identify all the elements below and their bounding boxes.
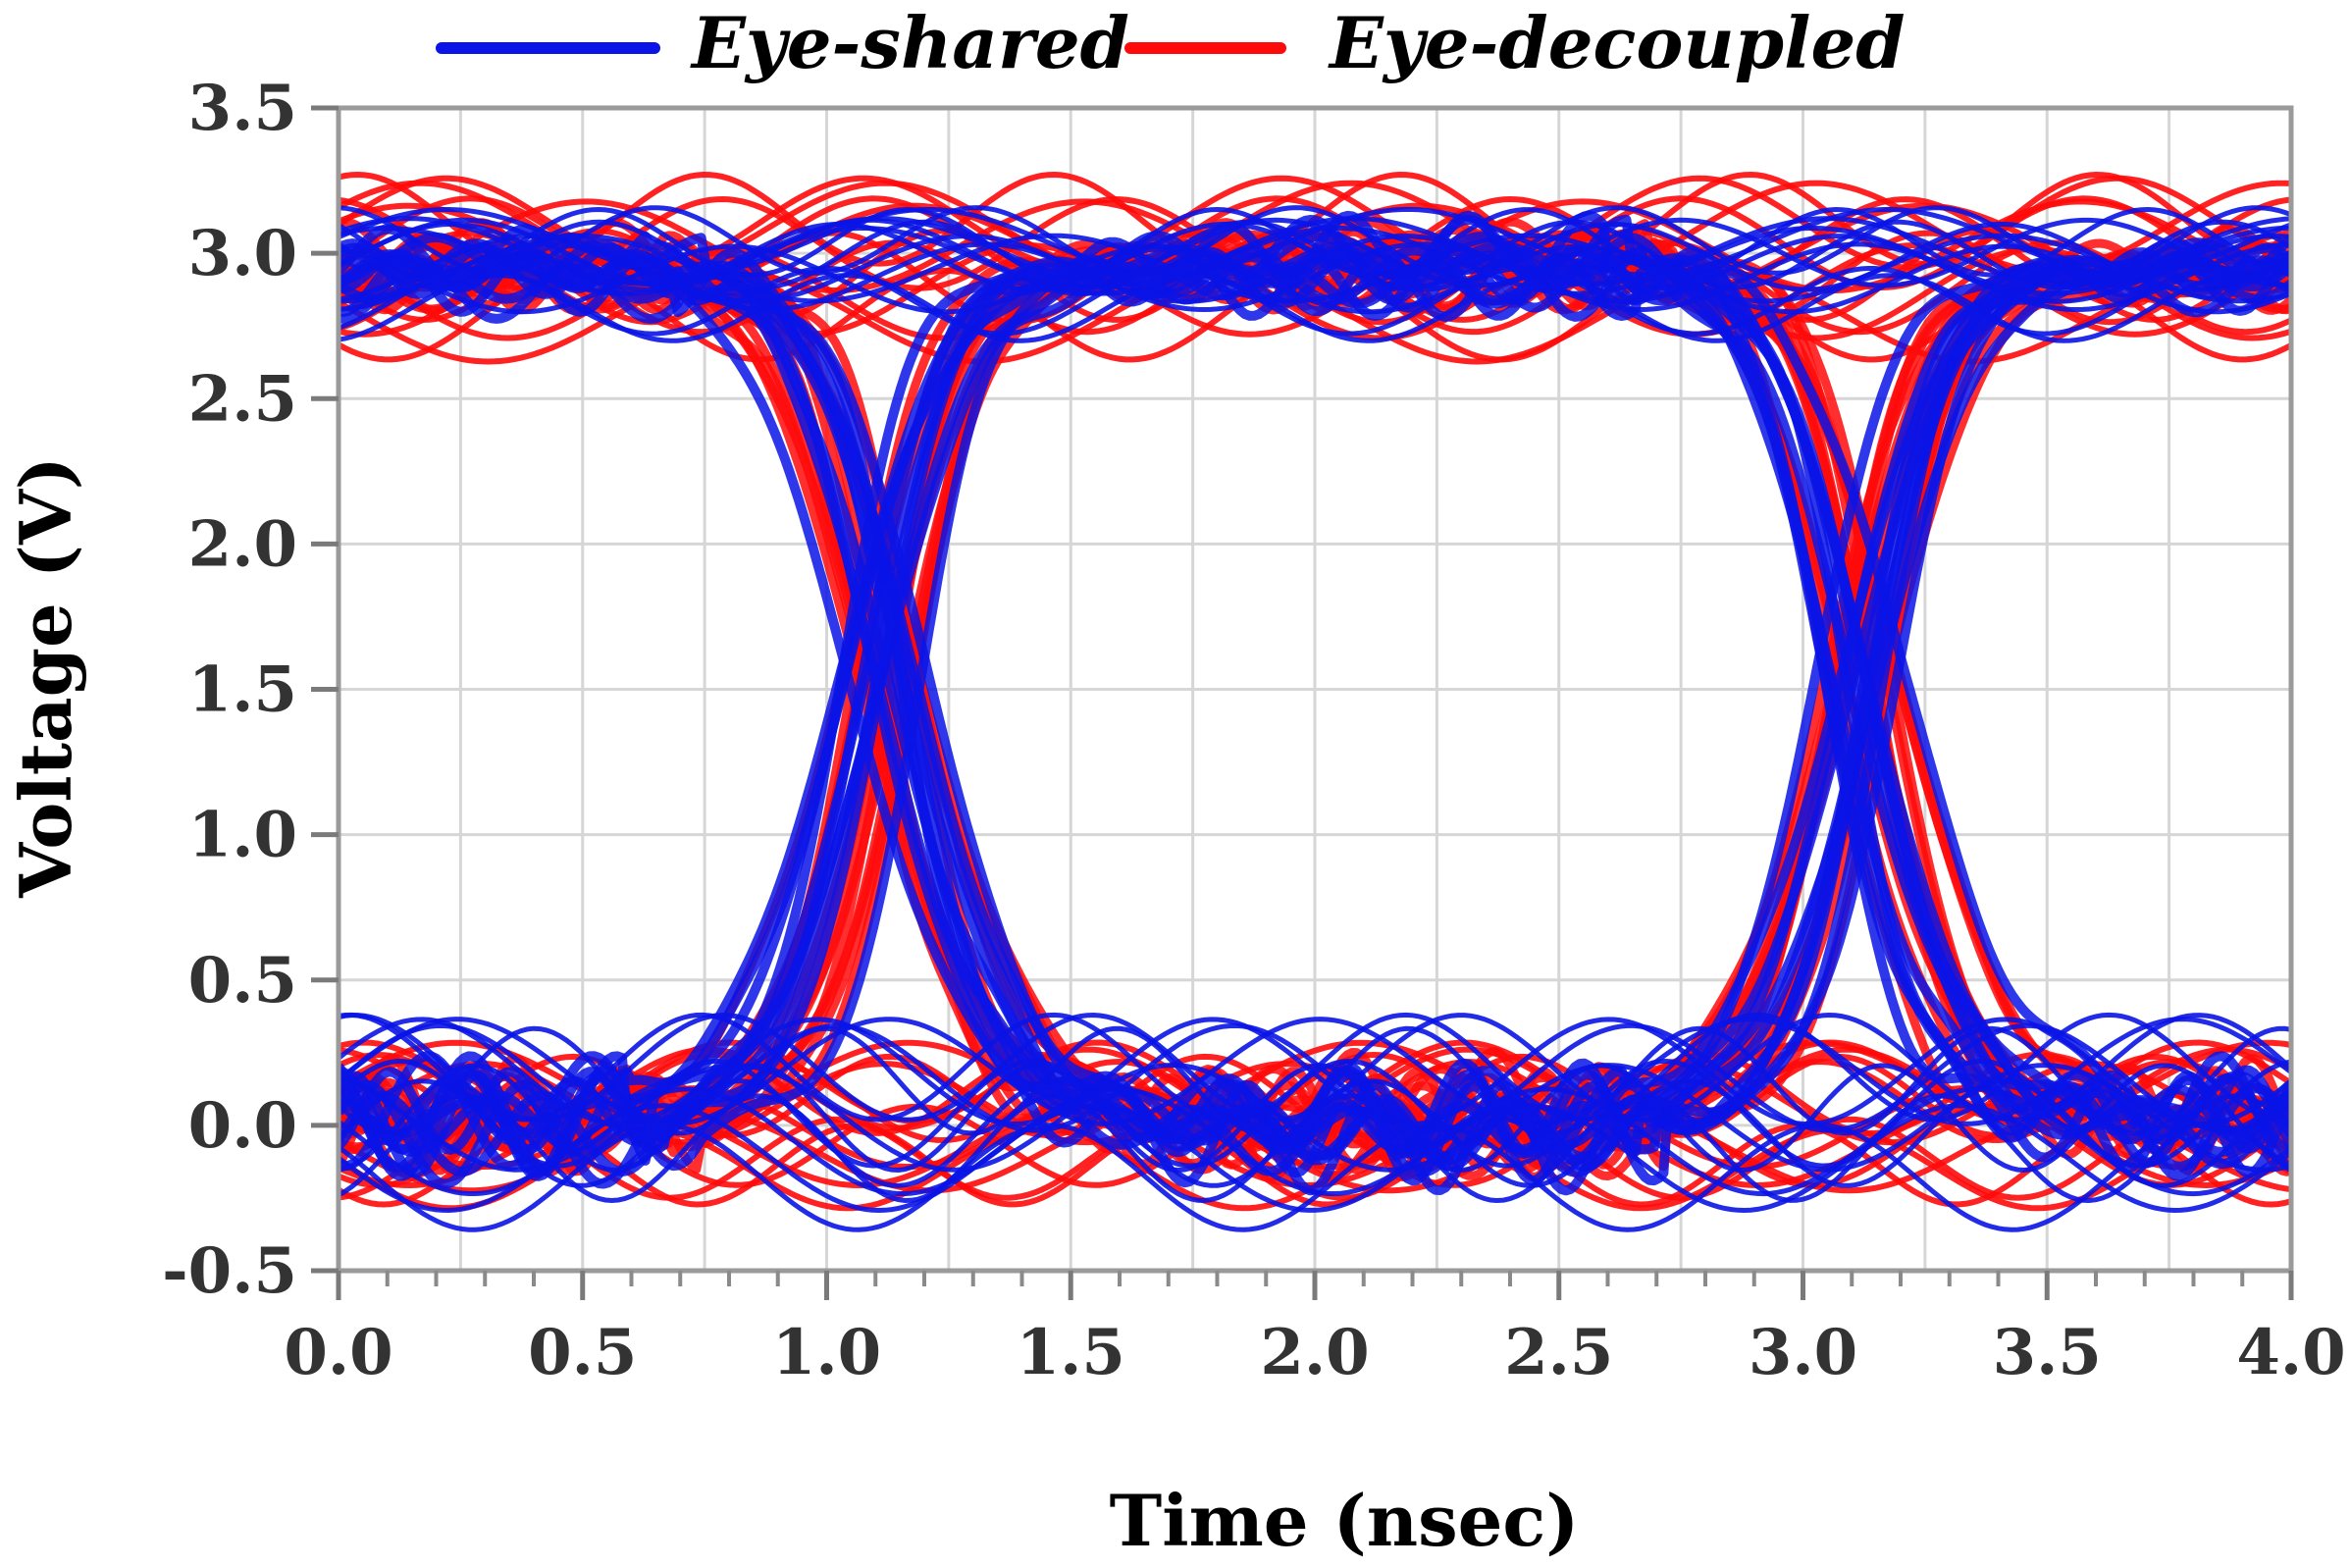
x-tick-label-3: 1.5	[1017, 1316, 1125, 1389]
x-tick-label-2: 1.0	[772, 1316, 881, 1389]
y-tick-label-2: 2.5	[188, 362, 297, 436]
x-tick-label-6: 3.0	[1749, 1316, 1857, 1389]
level-trace-high-0-6	[337, 219, 2293, 290]
x-tick-label-7: 3.5	[1993, 1316, 2102, 1389]
trace-0-16	[337, 245, 2296, 1172]
series-eye-shared	[334, 205, 2296, 1232]
y-tick-label-0: 3.5	[188, 72, 297, 145]
x-tick-label-5: 2.5	[1504, 1316, 1613, 1389]
y-tick-label-1: 3.0	[188, 217, 297, 290]
level-trace-low-0-12	[337, 1078, 2293, 1188]
trace-0-20	[334, 233, 2294, 1174]
legend-label-eye-shared: Eye-shared	[690, 1, 1129, 84]
level-trace-low-0-11	[337, 1017, 2293, 1126]
level-trace-low-0-13	[337, 1058, 2292, 1169]
y-tick-label-6: 0.5	[188, 944, 297, 1018]
level-trace-high-0-9	[338, 234, 2292, 304]
series-layer	[334, 171, 2296, 1232]
level-trace-high-0-8	[337, 217, 2292, 288]
y-tick-label-7: 0.0	[188, 1089, 297, 1163]
legend-label-eye-decoupled: Eye-decoupled	[1328, 1, 1906, 84]
level-trace-high-0-5	[338, 205, 2292, 276]
x-tick-label-1: 0.5	[528, 1316, 637, 1389]
y-tick-label-4: 1.5	[188, 653, 297, 727]
level-trace-high-0-13	[338, 265, 2293, 337]
y-tick-label-8: -0.5	[162, 1234, 297, 1308]
y-axis-title: Voltage (V)	[4, 456, 87, 899]
bottom-mask	[0, 1271, 2350, 1563]
x-tick-label-4: 2.0	[1260, 1316, 1369, 1389]
y-tick-label-5: 1.0	[188, 799, 297, 872]
level-trace-high-0-11	[339, 233, 2292, 304]
level-trace-high-0-10	[337, 206, 2292, 278]
legend: Eye-shared Eye-decoupled	[436, 1, 1906, 84]
x-axis-title: Time (nsec)	[1110, 1479, 1580, 1562]
x-tick-label-0: 0.0	[284, 1316, 392, 1389]
x-tick-label-8: 4.0	[2236, 1316, 2345, 1389]
tick-layer: 3.5 3.0 2.5 2.0 1.5 1.0 0.5 0.0 -0.5 0.0 0.5 1.0 1.5…	[162, 72, 2346, 1389]
level-trace-low-0-10	[338, 1063, 2293, 1174]
level-trace-low-0-2	[338, 1012, 2292, 1123]
y-tick-label-3: 2.0	[188, 507, 297, 581]
level-trace-low-0-3	[337, 1086, 2293, 1197]
